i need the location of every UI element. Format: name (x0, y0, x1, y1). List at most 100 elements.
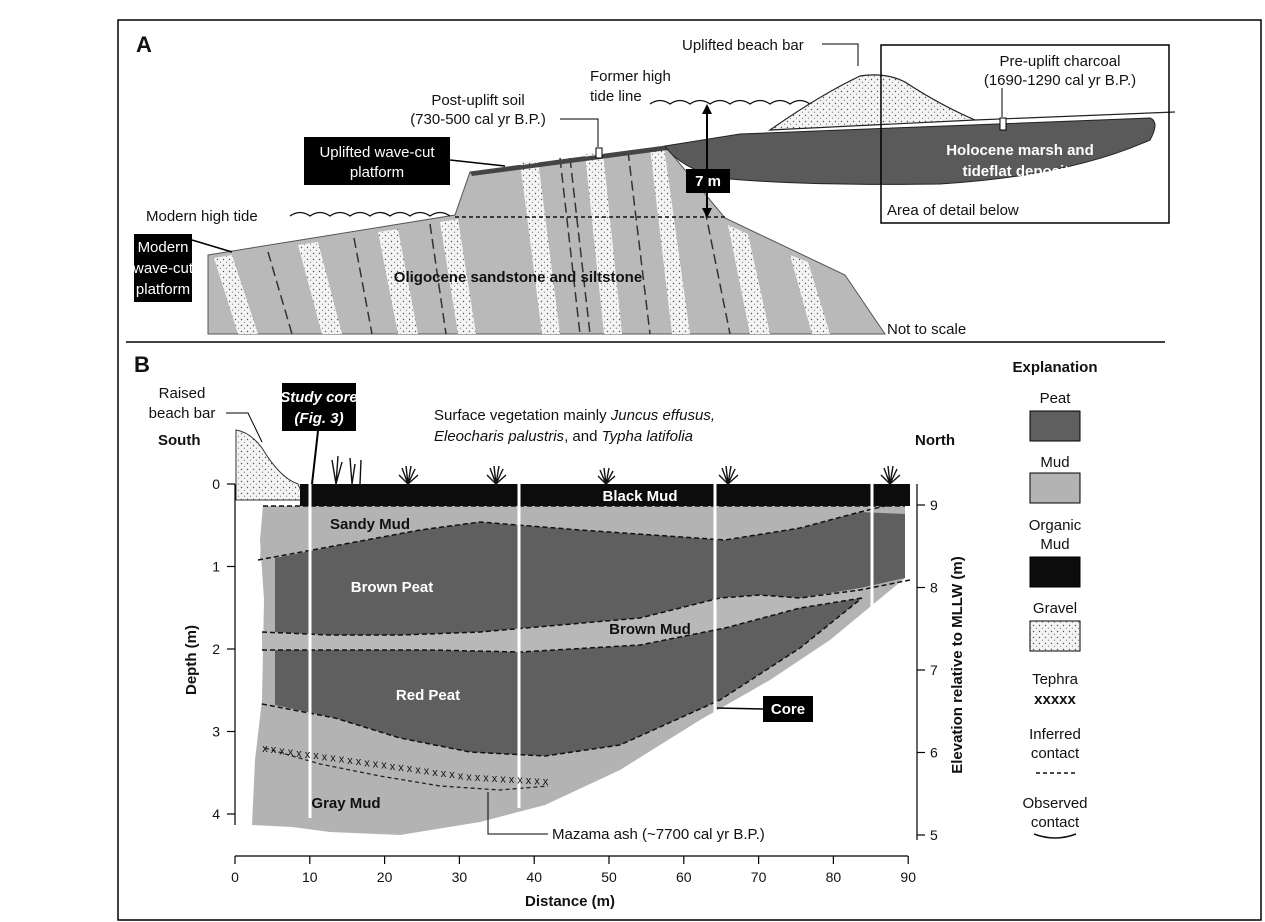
modern-platform-label-3: platform (136, 281, 190, 298)
siltstone-lines (267, 150, 731, 335)
modern-platform-label-2: wave-cut (132, 260, 194, 277)
panel-a-letter: A (136, 32, 152, 57)
modern-platform-box (134, 234, 192, 302)
uplift-amount-box (686, 169, 730, 193)
former-high-tide-label-1: Former high (590, 68, 671, 85)
brown-peat-unit (275, 505, 905, 635)
study-core-label-2: (Fig. 3) (294, 410, 343, 427)
tephra-x: x (262, 743, 268, 755)
tephra-x: x (398, 762, 404, 774)
charcoal-sample-marker (999, 117, 1007, 131)
depth-tick-label: 4 (212, 806, 220, 822)
post-uplift-soil-label-1: Post-uplift soil (431, 92, 524, 109)
uplift-arrow-head-top (702, 104, 712, 114)
depth-tick-label: 3 (212, 724, 220, 740)
uplifted-platform-leader (449, 159, 506, 167)
sandstone-bands (214, 147, 830, 334)
elev-tick-label: 5 (930, 827, 938, 843)
south-label: South (158, 432, 201, 449)
tephra-x: x (279, 745, 285, 757)
tephra-x: x (381, 760, 387, 772)
mazama-leader (487, 792, 548, 835)
tephra-x: x (432, 767, 438, 779)
elev-tick-label: 8 (930, 580, 938, 596)
brown-mud-label: Brown Mud (609, 621, 691, 638)
tephra-x: x (305, 749, 311, 761)
study-core-label-1: Study core (280, 389, 358, 406)
core-label: Core (771, 701, 805, 718)
tephra-x: x (373, 758, 379, 770)
black-mud-label: Black Mud (602, 488, 677, 505)
soil-sample-marker (595, 147, 603, 159)
tephra-x: x (449, 769, 455, 781)
legend-organic-label-1: Organic (1029, 517, 1082, 534)
legend-organic-mud-swatch (1029, 556, 1081, 588)
raised-beach-bar-label-1: Raised (159, 385, 206, 402)
x-axis-label: Distance (m) (525, 893, 615, 910)
raised-beach-bar-gravel (235, 429, 306, 501)
tephra-x: x (500, 774, 506, 786)
tephra-x: x (526, 775, 532, 787)
tephra-x: x (347, 755, 353, 767)
uplifted-platform-label-1: Uplifted wave-cut (319, 144, 435, 161)
x-tick-label: 20 (377, 869, 393, 885)
tephra-x: x (364, 757, 370, 769)
x-tick-label: 50 (601, 869, 617, 885)
legend-peat-label: Peat (1040, 390, 1072, 407)
area-of-detail-box (880, 44, 1170, 224)
tephra-x: x (271, 744, 277, 756)
post-uplift-soil-label-2: (730-500 cal yr B.P.) (410, 111, 546, 128)
modern-platform-leader (191, 239, 233, 253)
tephra-x: x (543, 776, 549, 788)
uplifted-platform-label-2: platform (350, 164, 404, 181)
legend-tephra-label: Tephra (1032, 671, 1079, 688)
uplifted-platform-surface (470, 146, 668, 176)
pre-uplift-charcoal-label-1: Pre-uplift charcoal (1000, 53, 1121, 70)
holocene-label-2: tideflat deposits (962, 163, 1077, 180)
beach-bar-b-leader (226, 412, 263, 443)
sandy-mud-label: Sandy Mud (330, 516, 410, 533)
tephra-x: x (296, 748, 302, 760)
core-leader (716, 707, 764, 710)
gray-mud-label: Gray Mud (311, 795, 380, 812)
core-locations (308, 484, 874, 818)
uplifted-platform-box (304, 137, 450, 185)
elev-tick-label: 9 (930, 497, 938, 513)
oligocene-label: Oligocene sandstone and siltstone (394, 269, 642, 286)
legend-title: Explanation (1012, 359, 1097, 376)
tephra-x: x (288, 747, 294, 759)
raised-beach-bar-label-2: beach bar (149, 405, 216, 422)
inferred-contacts (257, 499, 911, 757)
legend-mud-swatch (1029, 472, 1081, 504)
black-mud-unit (300, 484, 910, 506)
tephra-x: x (356, 756, 362, 768)
core-box (763, 696, 813, 722)
soil-leader (560, 118, 599, 147)
depth-ticks: 0 1 2 3 4 (212, 476, 235, 822)
surface-vegetation-icons (331, 455, 901, 485)
modern-platform-label-1: Modern (138, 239, 189, 256)
tephra-x: x (534, 776, 540, 788)
x-tick-label: 30 (452, 869, 468, 885)
tephra-x: x (492, 773, 498, 785)
figure-frame (117, 19, 1262, 921)
vegetation-caption-2: Eleocharis palustris, and Typha latifoli… (434, 428, 693, 445)
tephra-x: x (330, 753, 336, 765)
legend-gravel-swatch (1029, 620, 1081, 652)
tephra-x: x (339, 754, 345, 766)
legend-observed-label-1: Observed (1022, 795, 1087, 812)
legend-observed-line (1033, 833, 1077, 839)
tephra-x: x (466, 772, 472, 784)
x-tick-label: 60 (676, 869, 692, 885)
legend: Explanation Peat Mud Organic Mud Gravel … (1012, 359, 1098, 839)
panel-b: B (134, 352, 966, 910)
not-to-scale-label: Not to scale (887, 321, 966, 338)
uplifted-beach-bar-shape (767, 74, 976, 131)
x-tick-label: 0 (231, 869, 239, 885)
y-left-axis-label: Depth (m) (183, 625, 200, 695)
tephra-x: x (517, 775, 523, 787)
north-label: North (915, 432, 955, 449)
x-tick-label: 70 (751, 869, 767, 885)
